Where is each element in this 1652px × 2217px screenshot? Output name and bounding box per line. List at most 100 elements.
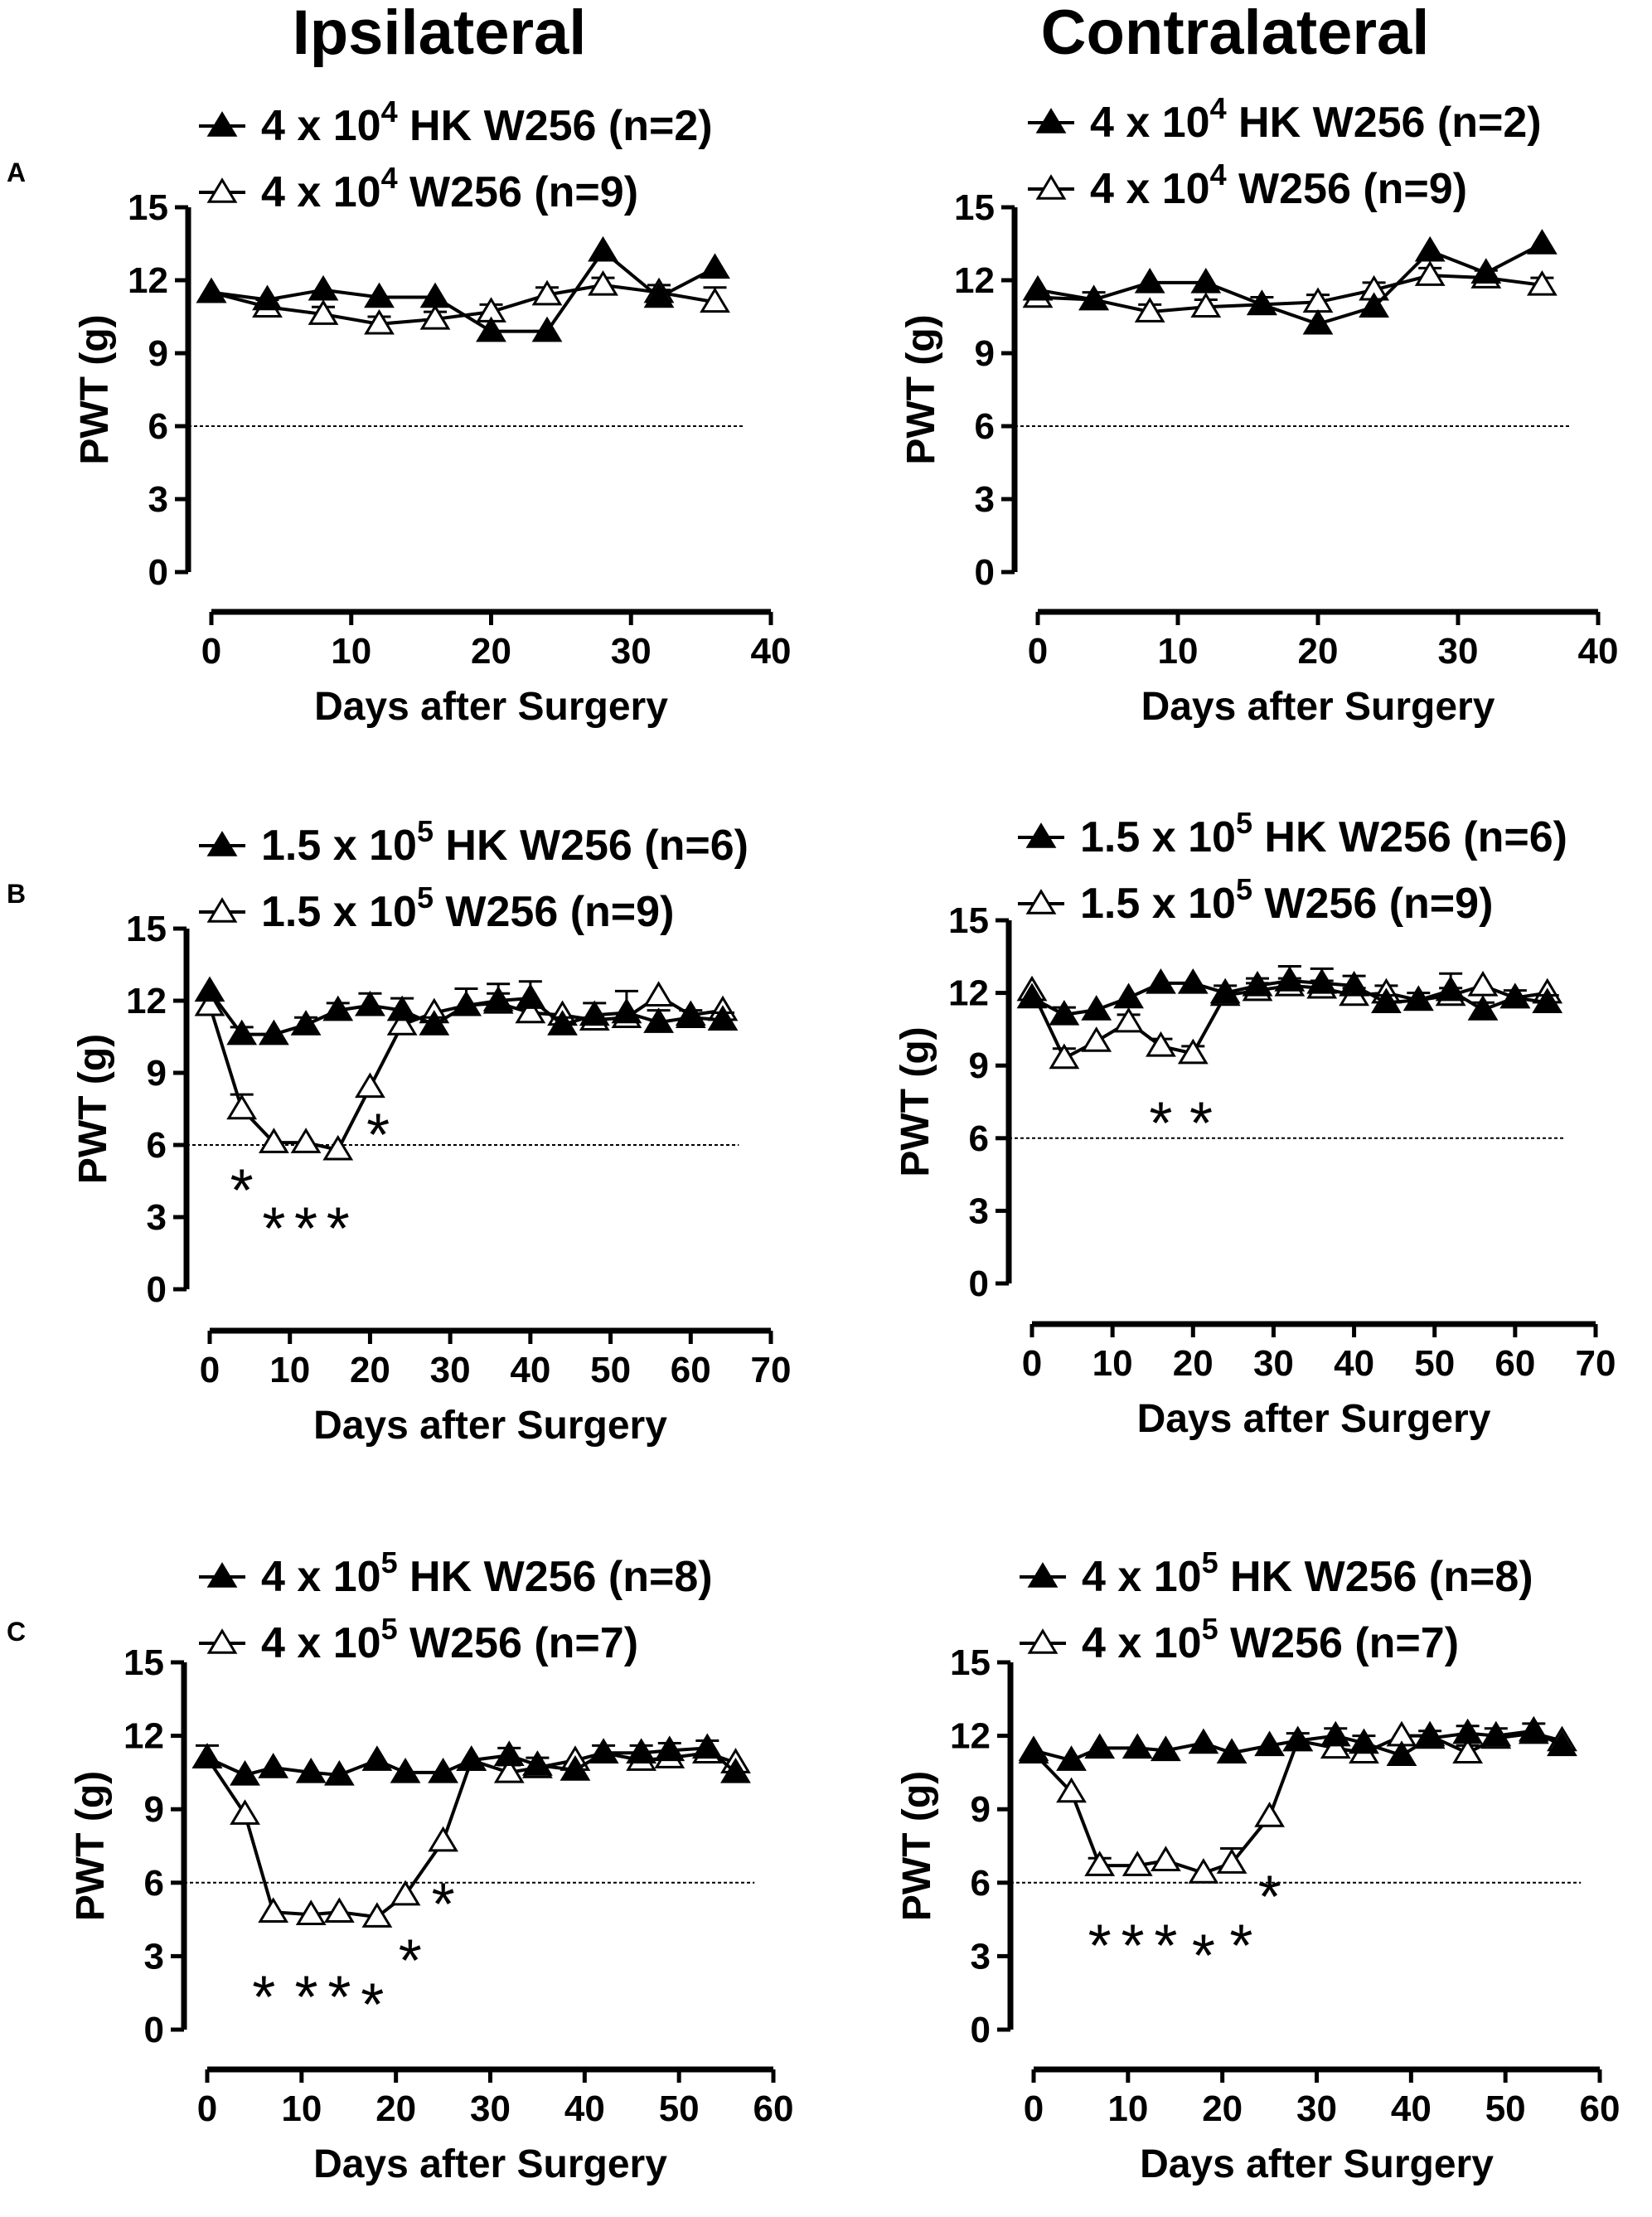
x-tick-label: 70 [751, 1350, 792, 1390]
point-open [1527, 269, 1558, 296]
point-filled [1386, 1740, 1417, 1766]
legend-label: 1.5 x 105 HK W256 (n=6) [1080, 806, 1567, 861]
point-filled [1049, 999, 1080, 1026]
y-tick-label: 3 [148, 479, 168, 520]
point-filled [1403, 985, 1434, 1011]
point-open [515, 997, 546, 1024]
point-filled [1150, 1735, 1181, 1762]
point-open [230, 1799, 260, 1825]
x-tick-label: 10 [269, 1350, 310, 1390]
point-filled [252, 284, 283, 311]
y-tick-label: 12 [126, 981, 167, 1021]
series-line [211, 283, 715, 326]
significance-star: * [1258, 1865, 1281, 1931]
point-filled [1499, 982, 1531, 1009]
y-tick-label: 6 [148, 406, 168, 447]
point-filled [1122, 1733, 1153, 1759]
x-tick-label: 60 [671, 1350, 711, 1390]
x-tick-label: 60 [1580, 2088, 1621, 2129]
significance-star: * [252, 1965, 275, 2031]
x-tick-label: 40 [1391, 2088, 1432, 2129]
chart-a-ipsilateral: 0 3 6 9 12 15 PWT (g) 0 10 20 30 40 Days after Surge… [73, 95, 791, 729]
point-open [258, 1897, 289, 1923]
point-filled [1470, 258, 1502, 284]
y-tick-label: 15 [126, 909, 167, 949]
point-open [323, 1897, 355, 1923]
series-line [1037, 274, 1543, 314]
point-filled [1190, 268, 1222, 293]
point-open [643, 981, 674, 1007]
point-open [308, 299, 339, 325]
significance-star: * [230, 1157, 254, 1224]
point-filled [1247, 289, 1277, 316]
point-open [355, 1072, 385, 1099]
x-tick-label: 30 [430, 1350, 471, 1390]
point-filled [707, 1005, 739, 1031]
x-tick-label: 50 [659, 2088, 700, 2129]
point-open [1049, 1043, 1080, 1070]
x-tick-label: 40 [1578, 631, 1619, 672]
point-open [1134, 297, 1165, 323]
x-tick-label: 10 [1107, 2088, 1148, 2129]
legend-label: 4 x 105 HK W256 (n=8) [261, 1545, 713, 1601]
y-tick-label: 3 [144, 1936, 164, 1977]
point-filled [1527, 229, 1558, 255]
x-tick-label: 30 [470, 2088, 511, 2129]
point-filled [626, 1738, 657, 1764]
x-axis-label: Days after Surgery [313, 2142, 667, 2186]
y-tick-label: 0 [971, 2010, 991, 2050]
point-filled [1452, 1718, 1484, 1744]
point-filled [1349, 1728, 1379, 1754]
point-filled [230, 1759, 260, 1786]
point-filled [1274, 966, 1306, 992]
x-axis-label: Days after Surgery [1140, 2142, 1494, 2186]
point-filled [1084, 1733, 1116, 1759]
point-open [1056, 1777, 1087, 1803]
x-tick-label: 30 [1253, 1343, 1294, 1384]
legend-marker [1025, 822, 1057, 848]
point-filled [1467, 995, 1499, 1021]
point-filled [419, 282, 451, 308]
panel-letter-c: C [7, 1617, 27, 1647]
y-tick-label: 12 [124, 1716, 164, 1757]
x-tick-label: 50 [1414, 1343, 1455, 1384]
point-filled [1339, 970, 1369, 997]
chart-b-ipsilateral: 0 3 6 9 12 15 PWT (g) 0 10 20 30 40 50 60 70 Days after… [71, 814, 791, 1448]
y-tick-label: 12 [948, 973, 989, 1014]
x-tick-label: 10 [1092, 1343, 1133, 1384]
point-filled [1320, 1720, 1351, 1747]
y-tick-label: 9 [975, 333, 995, 374]
legend-marker [1035, 174, 1067, 200]
title-ipsilateral: Ipsilateral [292, 0, 587, 68]
series-line [1032, 1731, 1562, 1875]
series-line [211, 248, 716, 333]
legend-label: 1.5 x 105 W256 (n=9) [261, 880, 674, 936]
point-filled [643, 1007, 674, 1033]
significance-star: * [1189, 1090, 1213, 1157]
point-open [700, 287, 730, 313]
x-tick-label: 40 [564, 2088, 605, 2129]
point-filled [1359, 292, 1389, 318]
title-contralateral: Contralateral [1040, 0, 1430, 68]
point-filled [194, 976, 225, 1002]
y-tick-label: 3 [971, 1936, 991, 1977]
x-tick-label: 50 [590, 1350, 631, 1390]
y-tick-label: 15 [954, 187, 995, 228]
point-open [1320, 1733, 1351, 1759]
point-open [588, 269, 618, 296]
legend-marker [206, 831, 238, 856]
panel-letter-b: B [7, 879, 27, 909]
point-filled [1056, 1745, 1087, 1771]
point-filled [579, 1000, 610, 1026]
point-filled [226, 1019, 258, 1045]
point-filled [1254, 1730, 1285, 1757]
point-open [1452, 1738, 1484, 1764]
point-open [322, 1134, 354, 1161]
point-filled [643, 282, 675, 308]
significance-star: * [327, 1196, 350, 1263]
y-tick-label: 3 [147, 1197, 167, 1238]
series-line [1037, 242, 1543, 326]
point-open [1081, 1026, 1112, 1052]
chart-c-contralateral: 0 3 6 9 12 15 PWT (g) 0 10 20 30 40 50 60 Days after S… [895, 1545, 1620, 2186]
point-filled [1081, 995, 1112, 1021]
